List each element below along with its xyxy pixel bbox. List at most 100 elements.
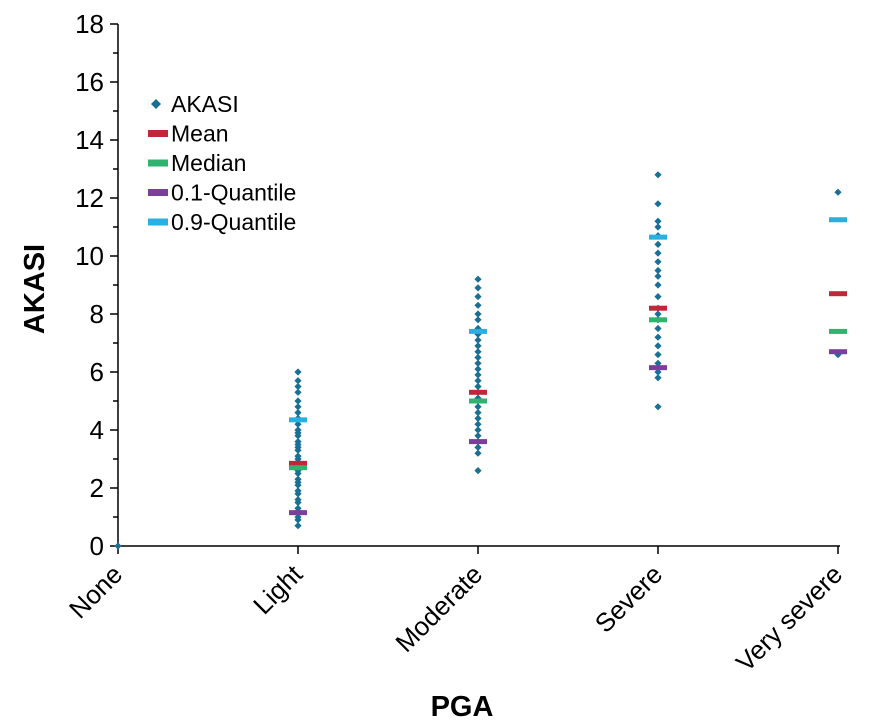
y-tick-label: 2 — [90, 473, 104, 503]
data-point — [294, 504, 302, 512]
data-point — [474, 420, 482, 428]
x-tick-label: Moderate — [389, 559, 488, 658]
y-axis-title: AKASI — [19, 244, 51, 334]
series-0-1-quantile — [289, 349, 847, 516]
stat-marker — [649, 317, 667, 323]
legend-marker — [148, 159, 168, 167]
data-point — [294, 382, 302, 391]
data-point — [474, 336, 482, 344]
data-point — [294, 426, 302, 434]
stat-marker — [289, 465, 307, 471]
series-0-9-quantile — [289, 217, 847, 423]
data-point — [294, 420, 302, 428]
data-point — [834, 188, 842, 196]
data-point — [474, 414, 482, 422]
data-point — [654, 310, 662, 318]
series-mean — [289, 291, 847, 466]
data-point — [294, 368, 302, 376]
y-tick-label: 0 — [90, 531, 104, 561]
data-point — [654, 324, 662, 333]
y-axis-ticks: 0 2 4 6 8 10 12 14 16 18 — [75, 9, 118, 561]
stat-marker — [829, 349, 847, 355]
data-point — [294, 513, 302, 521]
data-point — [474, 382, 482, 391]
legend-label: 0.9-Quantile — [171, 209, 296, 235]
data-point — [294, 409, 302, 417]
data-point — [474, 432, 482, 440]
data-point — [474, 426, 482, 434]
data-point — [654, 266, 662, 275]
y-tick-label: 14 — [75, 125, 104, 155]
data-point — [474, 403, 482, 411]
data-point — [654, 200, 662, 208]
y-tick-label: 16 — [75, 67, 104, 97]
stat-marker — [649, 365, 667, 371]
data-point — [114, 542, 122, 550]
data-point — [654, 368, 662, 376]
data-point — [294, 377, 302, 385]
data-point — [474, 449, 482, 457]
x-axis-title: PGA — [431, 691, 494, 723]
legend-label: Median — [171, 150, 246, 176]
data-point — [474, 275, 482, 283]
y-tick-label: 4 — [90, 415, 104, 445]
data-point — [474, 467, 482, 475]
stat-marker — [289, 460, 307, 466]
data-point — [654, 333, 662, 341]
data-point — [654, 240, 662, 248]
data-point — [654, 272, 662, 280]
legend-label: AKASI — [171, 91, 239, 117]
stat-marker — [469, 389, 487, 395]
y-tick-label: 12 — [75, 183, 104, 213]
stat-marker — [829, 328, 847, 334]
x-tick-label: Very severe — [730, 559, 848, 677]
data-point — [294, 475, 302, 483]
y-tick-label: 18 — [75, 9, 104, 39]
data-point — [654, 403, 662, 411]
data-point — [294, 522, 302, 530]
data-point — [654, 249, 662, 257]
legend-marker — [151, 99, 161, 109]
data-point — [834, 351, 842, 359]
legend-marker — [148, 189, 168, 196]
data-point — [474, 377, 482, 385]
stat-marker — [469, 439, 487, 445]
data-point — [654, 171, 662, 179]
data-point — [294, 487, 302, 495]
series-median — [289, 317, 847, 471]
stat-marker — [289, 510, 307, 516]
data-point — [474, 301, 482, 309]
data-point — [654, 374, 662, 382]
data-point — [474, 409, 482, 417]
data-point — [294, 403, 302, 411]
stat-marker — [829, 291, 847, 297]
legend-label: 0.1-Quantile — [171, 180, 296, 206]
x-tick-label: None — [63, 559, 128, 624]
data-point — [294, 496, 302, 504]
stat-marker — [829, 217, 847, 223]
data-point — [294, 388, 302, 396]
y-tick-label: 10 — [75, 241, 104, 271]
x-tick-label: Light — [247, 558, 309, 620]
data-point — [474, 353, 482, 362]
legend-marker — [148, 218, 168, 226]
data-point — [654, 223, 662, 231]
x-axis-ticks: None Light Moderate Severe Very severe — [63, 546, 848, 677]
stat-marker — [649, 305, 667, 311]
data-point — [654, 293, 662, 301]
data-point — [654, 281, 662, 289]
data-point — [654, 359, 662, 367]
stat-marker — [469, 328, 487, 334]
legend: AKASI Mean Median 0.1-Quantile 0.9-Quantile — [148, 91, 296, 235]
legend-marker — [148, 130, 168, 137]
data-point — [474, 342, 482, 350]
data-point — [474, 359, 482, 367]
data-marks — [114, 171, 847, 550]
data-point — [474, 443, 482, 451]
stat-marker — [289, 417, 307, 423]
y-tick-label: 8 — [90, 299, 104, 329]
x-tick-label: Severe — [589, 559, 668, 638]
data-point — [474, 365, 482, 373]
data-point — [654, 258, 662, 266]
